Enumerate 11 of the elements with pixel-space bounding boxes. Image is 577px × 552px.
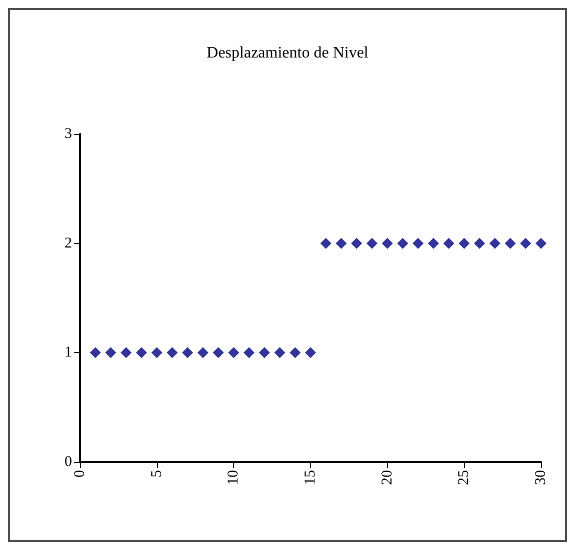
chart-title: Desplazamiento de Nivel: [206, 44, 369, 62]
x-tick-label: 10: [226, 470, 242, 485]
x-tick-label: 0: [72, 470, 88, 478]
x-tick-label: 5: [148, 470, 165, 478]
y-tick-label: 1: [64, 344, 72, 361]
x-tick-label: 20: [379, 470, 396, 485]
x-tick-label: 30: [533, 470, 549, 485]
y-tick-label: 2: [64, 235, 72, 252]
x-tick-label: 15: [302, 470, 318, 485]
y-tick-label: 3: [64, 126, 72, 142]
x-tick-label: 25: [456, 470, 472, 485]
